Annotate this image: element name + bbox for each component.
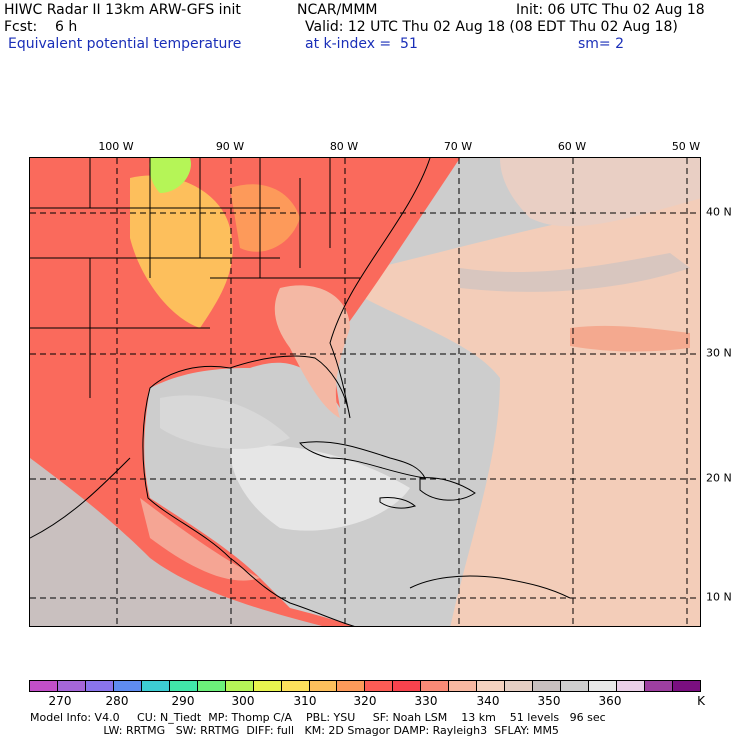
colorbar-swatch [421, 681, 450, 691]
colorbar-swatch [477, 681, 506, 691]
lat-label-20n: 20 N [706, 471, 732, 485]
colorbar-swatch [505, 681, 534, 691]
southeast-region [274, 285, 350, 418]
valid-time: Valid: 12 UTC Thu 02 Aug 18 (08 EDT Thu … [305, 19, 678, 35]
forecast-hour: Fcst: 6 h [4, 19, 78, 35]
moist-streak [460, 253, 690, 292]
caribbean-dry-region [230, 445, 410, 531]
lon-label-80w: 80 W [329, 140, 359, 153]
lat-lon-grid [30, 158, 700, 626]
lat-label-40n: 40 N [706, 205, 732, 219]
colorbar-swatch [169, 681, 198, 691]
moist-streak-2 [570, 325, 690, 352]
colorbar-swatch [589, 681, 618, 691]
colorbar-swatch [57, 681, 86, 691]
lon-label-50w: 50 W [671, 140, 701, 153]
colorbar-label-280: 280 [105, 694, 129, 708]
pacific-region [30, 458, 323, 626]
coastlines [30, 158, 571, 626]
level-info: at k-index = 51 [305, 36, 418, 52]
smoothing-info: sm= 2 [578, 36, 625, 52]
colorbar-swatch [225, 681, 254, 691]
land-warm-region [30, 158, 460, 626]
colorbar-label-310: 310 [293, 694, 317, 708]
colorbar-swatch [85, 681, 114, 691]
field-name: Equivalent potential temperature [8, 36, 242, 52]
lat-label-30n: 30 N [706, 346, 732, 360]
colorbar-swatch [30, 681, 58, 691]
colorbar-label-350: 350 [537, 694, 561, 708]
midwest-region [230, 184, 300, 252]
gulf-region [160, 395, 290, 449]
colorbar-label-300: 300 [231, 694, 255, 708]
colorbar-swatch [337, 681, 366, 691]
colorbar-unit: K [697, 694, 705, 708]
map-canvas [30, 158, 700, 626]
colorbar-swatch [197, 681, 226, 691]
colorbar-swatch [281, 681, 310, 691]
lon-label-70w: 70 W [443, 140, 473, 153]
colorbar-label-330: 330 [414, 694, 438, 708]
colorbar-label-360: 360 [598, 694, 622, 708]
colorbar-label-290: 290 [171, 694, 195, 708]
model-title: HIWC Radar II 13km ARW-GFS init [4, 2, 241, 18]
colorbar-swatch [449, 681, 478, 691]
plains-moist-peak [149, 158, 191, 193]
lon-label-100w: 100 W [98, 140, 134, 153]
init-time: Init: 06 UTC Thu 02 Aug 18 [516, 2, 705, 18]
theta-e-map [29, 157, 701, 627]
colorbar-swatch [253, 681, 282, 691]
colorbar-swatch [644, 681, 673, 691]
colorbar-swatch [393, 681, 422, 691]
colorbar-swatch [113, 681, 142, 691]
north-atlantic-region [500, 158, 700, 227]
colorbar-swatch [561, 681, 590, 691]
lat-label-10n: 10 N [706, 590, 732, 604]
lon-label-90w: 90 W [215, 140, 245, 153]
colorbar [29, 680, 701, 692]
colorbar-label-270: 270 [48, 694, 72, 708]
model-info-line2: LW: RRTMG SW: RRTMG DIFF: full KM: 2D Sm… [30, 724, 559, 737]
atlantic-moist-region [330, 198, 700, 626]
colorbar-swatch [533, 681, 562, 691]
colorbar-swatch [309, 681, 338, 691]
colorbar-swatch [672, 681, 700, 691]
lon-label-60w: 60 W [557, 140, 587, 153]
model-info-line1: Model Info: V4.0 CU: N_Tiedt MP: Thomp C… [30, 711, 606, 724]
plains-warm-region [130, 175, 233, 328]
colorbar-label-340: 340 [476, 694, 500, 708]
institution: NCAR/MMM [297, 2, 378, 18]
colorbar-swatch [365, 681, 394, 691]
colorbar-label-320: 320 [353, 694, 377, 708]
colorbar-swatch [617, 681, 645, 691]
colorbar-swatch [141, 681, 170, 691]
